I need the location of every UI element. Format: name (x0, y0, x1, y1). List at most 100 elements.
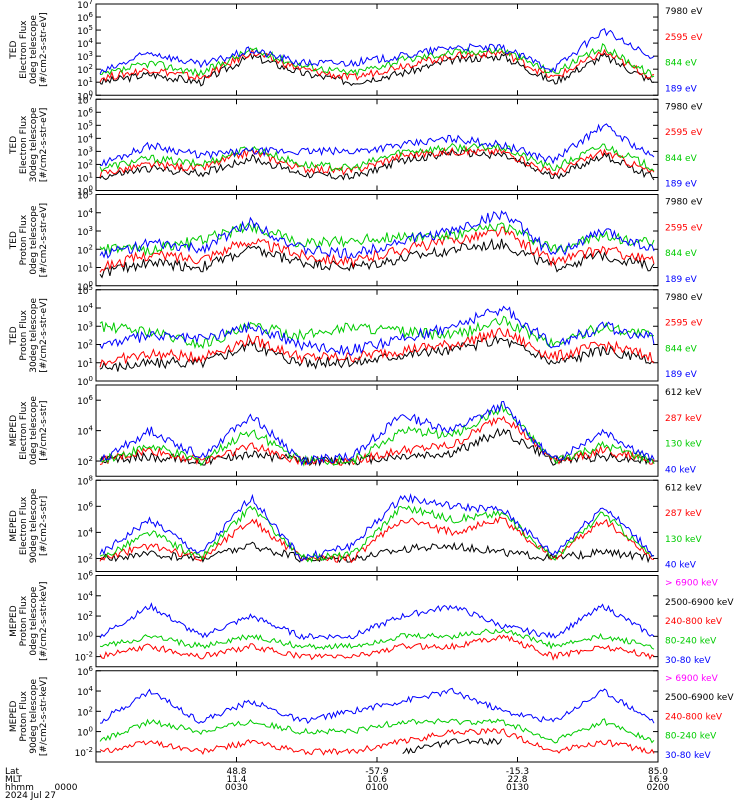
series-trace (99, 142, 655, 173)
series-trace (99, 28, 655, 75)
series-trace (99, 687, 655, 724)
y-tick-label: 100 (77, 726, 93, 739)
y-tick-label: 101 (77, 357, 93, 370)
legend-entry: 240-800 keV (665, 617, 723, 627)
series-trace (99, 145, 655, 178)
series-trace (402, 737, 503, 755)
series-trace (99, 727, 655, 756)
y-tick-label: 10-2 (75, 746, 93, 759)
legend-entry: > 6900 keV (665, 579, 719, 589)
y-tick-label: 105 (77, 189, 93, 202)
y-tick-label: 102 (77, 243, 93, 256)
series-trace (99, 327, 655, 368)
legend-entry: 2500-6900 keV (665, 598, 734, 608)
legend-entry: 130 keV (665, 440, 702, 450)
y-axis-label: TEDElectron Flux0deg telescope[#/cm2-s-s… (9, 12, 49, 87)
legend-entry: 287 keV (665, 414, 702, 424)
y-tick-label: 106 (77, 570, 93, 583)
y-tick-label: 101 (77, 171, 93, 184)
legend-entry: 7980 eV (665, 7, 703, 17)
panel-5: 102 104 106 MEPEDElectron Flux0deg telescop… (9, 384, 702, 477)
series-trace (99, 209, 655, 259)
legend-entry: 7980 eV (665, 102, 703, 112)
series-trace (99, 493, 655, 562)
legend-entry: 80-240 keV (665, 732, 717, 742)
x-tick-label: 10.6 (367, 775, 387, 785)
series-trace (99, 400, 655, 467)
y-tick-label: 10-2 (75, 651, 93, 664)
series-trace (99, 43, 655, 78)
y-tick-label: 101 (77, 76, 93, 89)
x-tick-label: 16.9 (648, 775, 668, 785)
y-axis-label: MEPEDElectron Flux0deg telescope[#/cm2-s… (9, 396, 49, 466)
y-axis-label: TEDElectron Flux30deg telescope[#/cm2-s-… (9, 107, 49, 182)
y-axis-label: MEPEDProton Flux90deg telescope[#/cm2-s-… (9, 677, 49, 756)
legend-entry: 844 eV (665, 249, 698, 259)
y-tick-label: 103 (77, 145, 93, 158)
x-row-label: Lat (5, 767, 20, 777)
legend-entry: 130 keV (665, 535, 702, 545)
y-tick-label: 104 (77, 207, 93, 220)
y-tick-label: 102 (77, 455, 93, 468)
x-tick-label: 0000 (55, 783, 78, 793)
series-trace (99, 148, 655, 181)
y-tick-label: 102 (77, 610, 93, 623)
x-tick-label: 48.8 (226, 767, 246, 777)
panel-8: 10-2 100 102 104 106 MEPEDProton Flux90deg te… (9, 665, 734, 763)
y-tick-label: 103 (77, 320, 93, 333)
x-tick-label: -57.9 (365, 767, 389, 777)
y-tick-label: 104 (77, 685, 93, 698)
y-tick-label: 104 (77, 37, 93, 50)
legend-entry: 2595 eV (665, 319, 703, 329)
x-row-label: MLT (5, 775, 23, 785)
y-tick-label: 100 (77, 89, 93, 102)
series-trace (99, 237, 655, 279)
legend-entry: 189 eV (665, 370, 698, 380)
series-trace (99, 602, 655, 641)
panel-3: 100 101 102 103 104 105 TEDProton Flux0deg tel… (9, 189, 703, 293)
y-tick-label: 100 (77, 185, 93, 198)
legend-entry: 40 keV (665, 465, 697, 475)
series-trace (99, 52, 655, 87)
y-tick-label: 106 (77, 665, 93, 678)
y-axis-label: TEDProton Flux0deg telescope[#/cm2-s-str… (9, 203, 49, 278)
series-trace (99, 634, 655, 661)
legend-entry: 2500-6900 keV (665, 693, 734, 703)
series-trace (99, 402, 655, 467)
y-tick-label: 104 (77, 425, 93, 438)
series-trace (99, 222, 655, 257)
y-tick-label: 100 (77, 280, 93, 293)
x-tick-label: 0200 (647, 783, 670, 793)
x-tick-label: 22.8 (507, 775, 527, 785)
legend-entry: 844 eV (665, 344, 698, 354)
x-tick-label: 11.4 (226, 775, 246, 785)
y-tick-label: 100 (77, 630, 93, 643)
series-trace (99, 305, 655, 356)
legend-entry: 30-80 keV (665, 656, 711, 666)
y-axis-label: MEPEDElectron Flux90deg telescope[#/cm2-… (9, 488, 49, 563)
y-tick-label: 108 (77, 474, 93, 487)
y-tick-label: 106 (77, 394, 93, 407)
y-tick-label: 103 (77, 225, 93, 238)
legend-entry: 2595 eV (665, 128, 703, 138)
series-trace (99, 541, 655, 564)
panel-7: 10-2 100 102 104 106 MEPEDProton Flux0deg tel… (9, 570, 734, 668)
y-tick-label: 102 (77, 63, 93, 76)
y-tick-label: 107 (77, 93, 93, 106)
y-tick-label: 106 (77, 500, 93, 513)
y-tick-label: 102 (77, 552, 93, 565)
legend-entry: 80-240 keV (665, 636, 717, 646)
legend-entry: > 6900 keV (665, 674, 719, 684)
x-tick-label: 0130 (506, 783, 529, 793)
panel-frame (95, 384, 659, 477)
legend-entry: 30-80 keV (665, 751, 711, 761)
y-axis-label: MEPEDProton Flux0deg telescope[#/cm2-s-s… (9, 581, 49, 660)
series-trace (99, 315, 655, 350)
y-tick-label: 105 (77, 284, 93, 297)
series-trace (99, 628, 655, 651)
y-tick-label: 106 (77, 11, 93, 24)
y-tick-label: 102 (77, 158, 93, 171)
